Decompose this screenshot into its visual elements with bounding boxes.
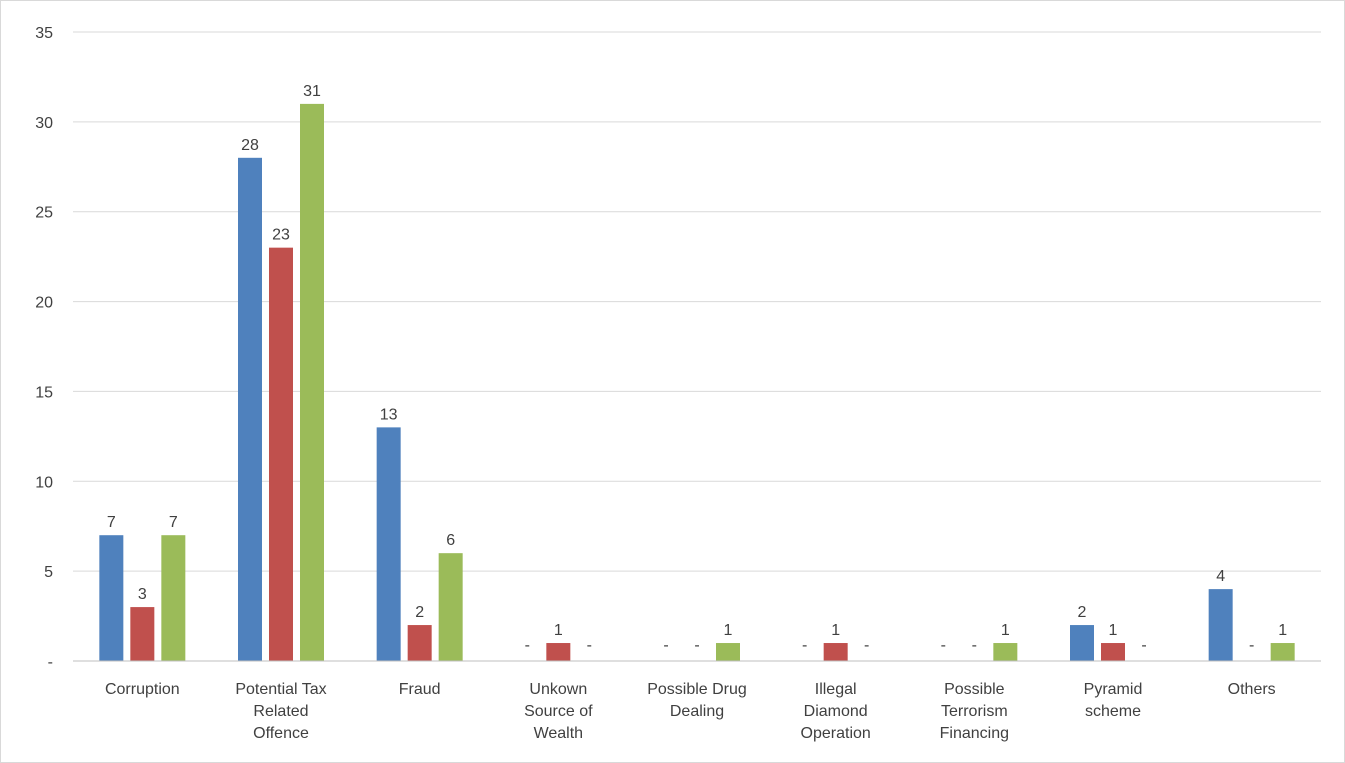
data-label-series2-cat3: 2	[415, 604, 424, 621]
data-labels: 7 3 7 28 23 31 13 2 6 - 1 - - - 1 - 1 - - - 1 2 1 - 4 - 1	[107, 83, 1287, 654]
bar-series3-cat2	[300, 103, 324, 661]
bar-series1-cat2	[238, 157, 262, 662]
category-label-7-line-3: Financing	[940, 725, 1009, 742]
data-label-series3-cat8: -	[1141, 637, 1146, 654]
bar-series2-cat2	[269, 247, 293, 661]
bar-series2-cat6	[823, 643, 848, 661]
bar-series3-cat3	[438, 553, 463, 661]
bar-series2-cat4	[546, 643, 571, 661]
data-label-series1-cat7: -	[941, 637, 946, 654]
y-tick-label-35: 35	[35, 25, 53, 42]
data-label-series3-cat9: 1	[1278, 622, 1287, 639]
bar-series3-cat7	[993, 643, 1018, 661]
bar-series2-cat1	[130, 607, 155, 661]
category-label-2-line-3: Offence	[253, 725, 309, 742]
category-label-4-line-2: Source of	[524, 703, 593, 720]
data-label-series1-cat5: -	[663, 637, 668, 654]
data-label-series3-cat4: -	[587, 637, 592, 654]
data-label-series3-cat2: 31	[303, 83, 321, 100]
data-label-series1-cat9: 4	[1216, 568, 1225, 585]
y-tick-label-5: 5	[44, 564, 53, 581]
category-label-6-line-1: Illegal	[815, 681, 857, 698]
data-label-series1-cat8: 2	[1078, 604, 1087, 621]
category-label-8-line-1: Pyramid	[1084, 681, 1143, 698]
data-label-series3-cat6: -	[864, 637, 869, 654]
bar-series1-cat3	[376, 427, 401, 661]
data-label-series1-cat3: 13	[380, 406, 398, 423]
bar-series2-cat3	[407, 625, 432, 661]
data-label-series2-cat9: -	[1249, 637, 1254, 654]
bar-series1-cat1	[99, 535, 124, 661]
data-label-series3-cat5: 1	[724, 622, 733, 639]
category-label-7-line-1: Possible	[944, 681, 1005, 698]
data-label-series1-cat4: -	[525, 637, 530, 654]
bar-series1-cat9	[1208, 589, 1233, 661]
data-label-series3-cat7: 1	[1001, 622, 1010, 639]
data-label-series2-cat8: 1	[1109, 622, 1118, 639]
category-label-1-line-1: Corruption	[105, 681, 180, 698]
bars	[99, 103, 1295, 662]
category-label-4-line-1: Unkown	[529, 681, 587, 698]
bar-series2-cat8	[1101, 643, 1125, 661]
data-label-series2-cat7: -	[972, 637, 977, 654]
data-label-series2-cat1: 3	[138, 586, 147, 603]
category-label-2-line-2: Related	[253, 703, 308, 720]
category-label-7-line-2: Terrorism	[941, 703, 1008, 720]
category-label-8-line-2: scheme	[1085, 703, 1141, 720]
y-axis-tick-labels: - 5 10 15 20 25 30 35	[35, 25, 53, 671]
y-tick-label-10: 10	[35, 474, 53, 491]
bar-series3-cat1	[161, 535, 186, 661]
category-label-6-line-2: Diamond	[804, 703, 868, 720]
category-label-9-line-1: Others	[1228, 681, 1276, 698]
y-tick-label-30: 30	[35, 115, 53, 132]
category-label-5-line-2: Dealing	[670, 703, 724, 720]
category-label-4-line-3: Wealth	[534, 725, 584, 742]
category-label-5-line-1: Possible Drug	[647, 681, 747, 698]
data-label-series3-cat3: 6	[446, 532, 455, 549]
data-label-series2-cat6: 1	[831, 622, 840, 639]
data-label-series3-cat1: 7	[169, 514, 178, 531]
y-tick-label-20: 20	[35, 295, 53, 312]
category-label-6-line-3: Operation	[801, 725, 871, 742]
data-label-series1-cat6: -	[802, 637, 807, 654]
y-tick-label-25: 25	[35, 205, 53, 222]
category-label-3-line-1: Fraud	[399, 681, 441, 698]
data-label-series2-cat4: 1	[554, 622, 563, 639]
category-labels: Corruption Potential Tax Related Offence Fra…	[105, 681, 1276, 742]
y-tick-label-15: 15	[35, 384, 53, 401]
data-label-series2-cat5: -	[694, 637, 699, 654]
bar-series3-cat9	[1270, 643, 1295, 661]
bar-series1-cat8	[1070, 625, 1094, 661]
data-label-series1-cat1: 7	[107, 514, 116, 531]
data-label-series2-cat2: 23	[272, 227, 290, 244]
category-label-2-line-1: Potential Tax	[235, 681, 326, 698]
data-label-series1-cat2: 28	[241, 137, 259, 154]
bar-series3-cat5	[716, 643, 740, 661]
y-tick-label-0: -	[48, 654, 53, 671]
